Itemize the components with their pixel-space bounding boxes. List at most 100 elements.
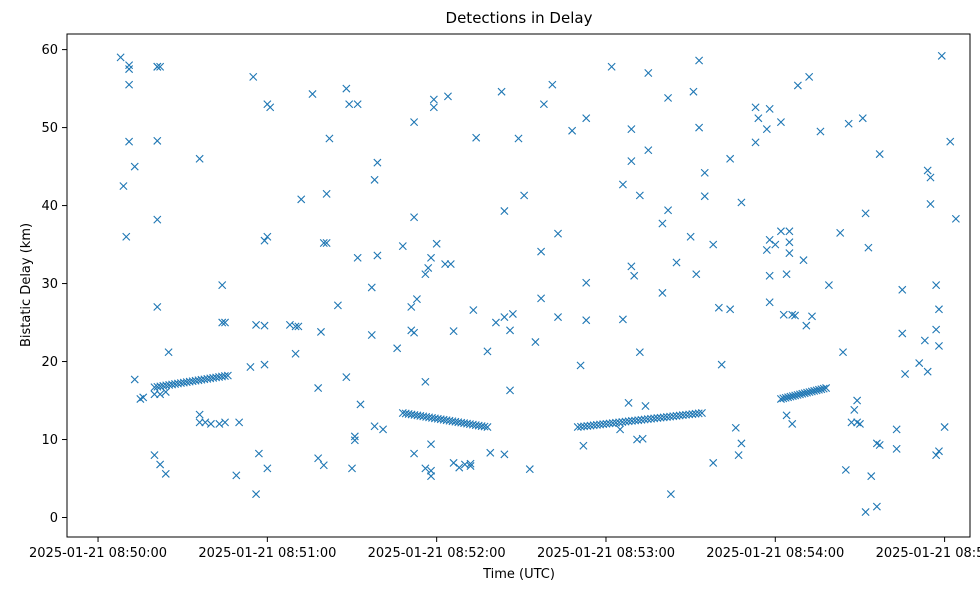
data-point: [164, 348, 173, 357]
data-point: [932, 325, 941, 334]
data-point: [429, 95, 438, 104]
data-point: [839, 348, 848, 357]
data-point: [779, 394, 788, 403]
data-point: [156, 62, 165, 71]
data-point: [855, 419, 864, 428]
data-point: [223, 371, 232, 380]
data-point: [946, 137, 955, 146]
data-point: [314, 384, 323, 393]
data-point: [252, 320, 261, 329]
data-point: [688, 410, 697, 419]
data-point: [737, 198, 746, 207]
data-point: [807, 312, 816, 321]
data-point: [734, 451, 743, 460]
chart-title: Detections in Delay: [446, 9, 593, 27]
data-point: [608, 419, 617, 428]
data-point: [263, 464, 272, 473]
data-point: [249, 72, 258, 81]
data-point: [695, 123, 704, 132]
data-point: [898, 285, 907, 294]
data-point: [531, 338, 540, 347]
data-point: [285, 320, 294, 329]
data-point: [653, 414, 662, 423]
data-point: [892, 444, 901, 453]
data-point: [466, 459, 475, 468]
x-axis-label: Time (UTC): [482, 567, 555, 582]
data-point: [926, 200, 935, 208]
data-point: [627, 262, 636, 271]
y-tick-label: 20: [41, 355, 58, 370]
data-point: [635, 348, 644, 357]
data-point: [568, 126, 577, 135]
data-point: [689, 87, 698, 96]
data-point: [220, 372, 229, 381]
data-point: [844, 119, 853, 128]
data-point: [692, 270, 701, 279]
data-point: [616, 425, 625, 434]
data-point: [751, 103, 760, 112]
data-point: [579, 441, 588, 450]
data-point: [678, 411, 687, 420]
data-point: [765, 271, 774, 280]
data-point: [737, 439, 746, 448]
data-point: [697, 409, 706, 417]
data-point: [932, 451, 941, 460]
data-point: [443, 92, 452, 101]
data-point: [119, 182, 128, 191]
data-point: [122, 232, 131, 241]
data-point: [348, 464, 356, 473]
data-point: [342, 84, 351, 93]
data-point: [822, 384, 831, 393]
data-point: [875, 440, 884, 449]
data-point: [700, 192, 709, 201]
data-point: [342, 373, 351, 382]
data-point: [615, 418, 624, 427]
data-point: [682, 410, 690, 419]
data-point: [469, 306, 478, 315]
data-point: [634, 416, 643, 425]
data-point: [421, 270, 430, 279]
data-point: [525, 465, 534, 474]
data-point: [429, 103, 438, 112]
y-tick-label: 0: [50, 511, 58, 526]
data-point: [861, 209, 870, 218]
data-point: [776, 118, 785, 127]
data-point: [156, 460, 165, 469]
y-axis-label: Bistatic Delay (km): [19, 223, 34, 347]
data-point: [669, 412, 678, 421]
data-point: [659, 413, 668, 422]
x-tick-label: 2025-01-21 08:51:00: [198, 546, 336, 561]
data-point: [898, 329, 907, 338]
data-point: [201, 418, 210, 427]
data-point: [466, 462, 475, 471]
data-point: [807, 387, 816, 396]
data-point: [709, 240, 718, 249]
data-point: [116, 53, 125, 62]
data-point: [195, 410, 204, 419]
data-point: [658, 288, 667, 297]
data-point: [483, 423, 492, 432]
data-point: [672, 411, 681, 420]
data-point: [446, 260, 455, 269]
data-point: [644, 69, 653, 77]
x-tick-label: 2025-01-21 08:52:00: [368, 546, 506, 561]
data-point: [637, 415, 646, 424]
data-point: [765, 235, 774, 244]
data-point: [130, 375, 139, 384]
data-point: [576, 422, 585, 431]
data-point: [221, 418, 230, 427]
data-point: [643, 415, 652, 424]
data-point: [367, 283, 376, 292]
data-point: [915, 359, 924, 368]
data-point: [771, 240, 780, 249]
data-point: [700, 168, 709, 177]
data-point: [345, 100, 354, 109]
data-point: [853, 396, 862, 405]
data-point: [926, 173, 935, 182]
data-point: [864, 243, 873, 252]
data-point: [664, 93, 673, 102]
data-point: [500, 313, 509, 322]
data-point: [500, 207, 509, 216]
data-point: [582, 278, 591, 287]
data-point: [618, 315, 627, 324]
